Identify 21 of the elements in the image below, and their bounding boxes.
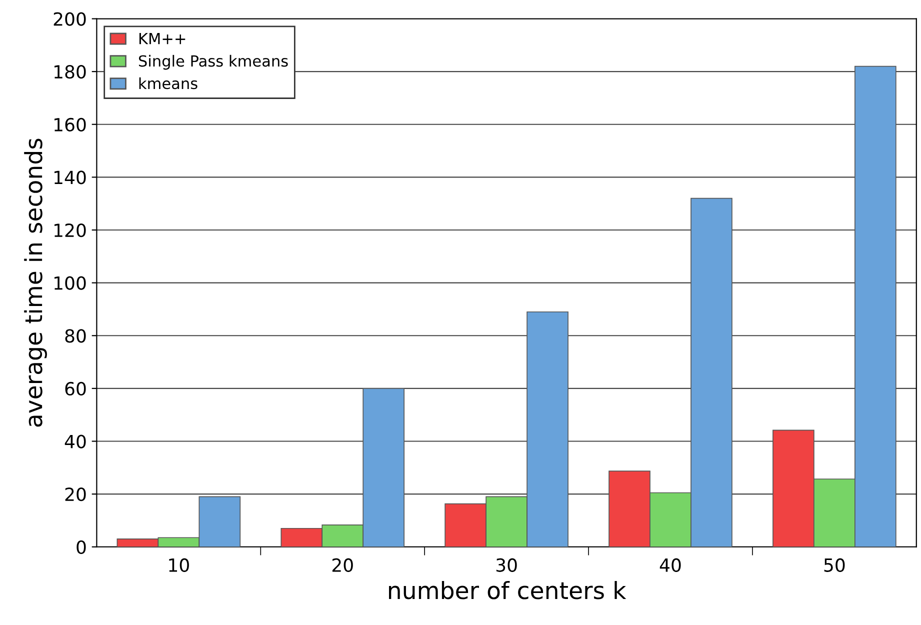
legend-label: Single Pass kmeans	[138, 54, 288, 70]
y-tick-label: 100	[54, 276, 86, 290]
y-tick-label: 40	[64, 434, 86, 448]
x-tick-label: 30	[496, 558, 517, 572]
y-tick-label: 160	[54, 118, 86, 132]
legend-label: KM++	[139, 32, 186, 44]
y-tick-label: 180	[54, 65, 86, 79]
y-tick-label: 140	[54, 170, 86, 184]
x-tick-label: 20	[332, 558, 353, 572]
x-tick-label: 10	[169, 558, 189, 572]
x-axis-title: number of centers k	[389, 581, 626, 600]
y-tick-label: 80	[65, 329, 86, 343]
y-axis-title: average time in seconds	[24, 138, 47, 427]
legend-label: kmeans	[139, 77, 198, 90]
y-tick-label: 20	[65, 488, 86, 502]
x-tick-label: 40	[660, 558, 681, 572]
y-tick-label: 200	[54, 12, 86, 26]
x-tick-label: 50	[824, 558, 845, 572]
y-tick-label: 120	[54, 223, 86, 238]
y-tick-label: 0	[76, 540, 86, 554]
y-tick-label: 60	[65, 382, 86, 396]
